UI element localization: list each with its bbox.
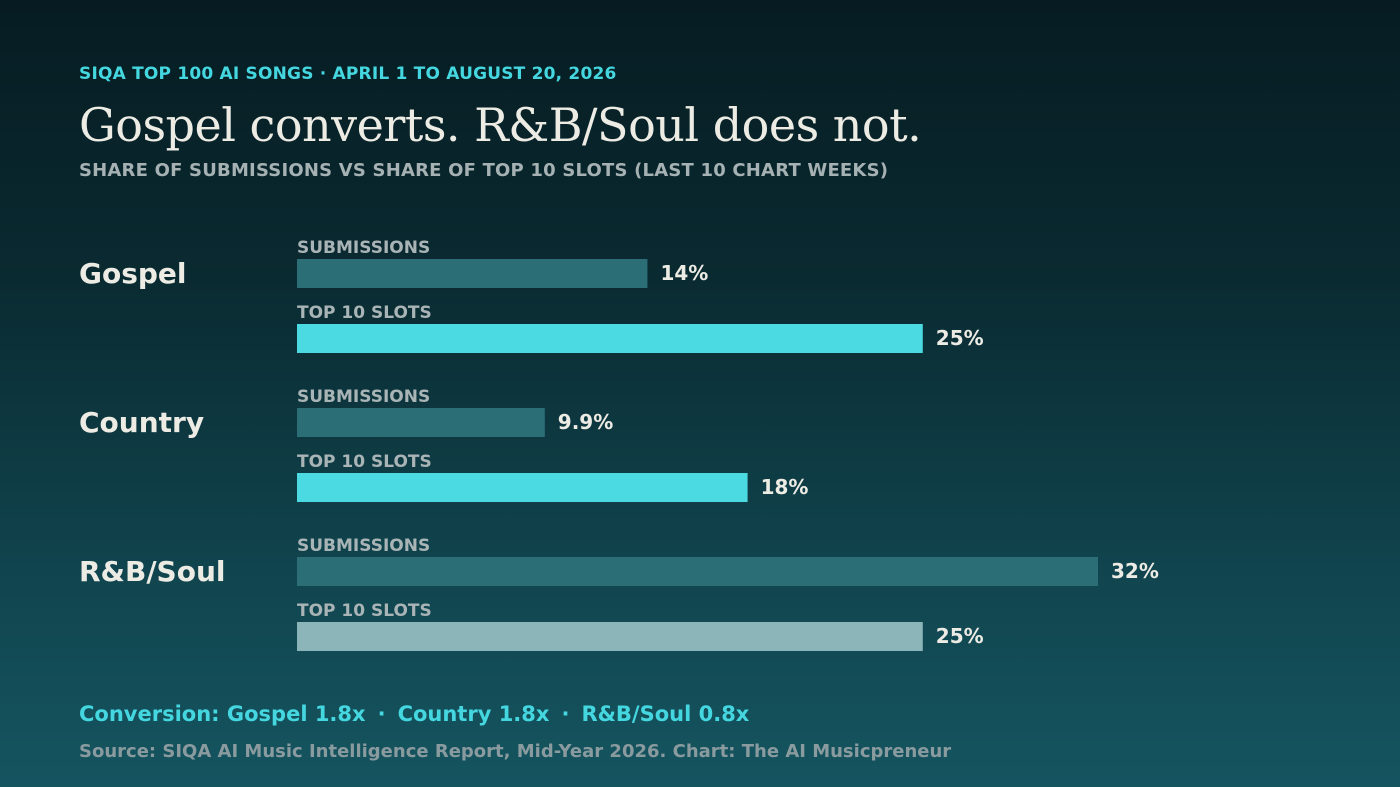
conversion-prefix: Conversion:	[79, 702, 220, 726]
series-label: TOP 10 SLOTS	[297, 303, 432, 323]
series-label: TOP 10 SLOTS	[297, 601, 432, 621]
bar	[297, 557, 1098, 586]
series-label: SUBMISSIONS	[297, 387, 430, 407]
series-label: TOP 10 SLOTS	[297, 452, 432, 472]
category-label: Country	[79, 406, 204, 439]
data-label: 14%	[660, 261, 708, 285]
bar	[297, 259, 648, 288]
separator-dot: ·	[561, 702, 570, 726]
bar	[297, 622, 923, 651]
data-label: 18%	[761, 475, 809, 499]
conversion-item: R&B/Soul 0.8x	[581, 702, 750, 726]
category-label: R&B/Soul	[79, 555, 225, 588]
bar	[297, 324, 923, 353]
data-label: 32%	[1111, 559, 1159, 583]
conversion-item: Country 1.8x	[397, 702, 550, 726]
source-note: Source: SIQA AI Music Intelligence Repor…	[79, 741, 952, 762]
conversion-summary: Conversion: Gospel 1.8x · Country 1.8x · R&B…	[79, 702, 749, 726]
eyebrow: SIQA TOP 100 AI SONGS · APRIL 1 TO AUGUS…	[79, 64, 617, 84]
chart-subtitle: SHARE OF SUBMISSIONS VS SHARE OF TOP 10 …	[79, 160, 889, 181]
conversion-item: Gospel 1.8x	[226, 702, 366, 726]
page-title: Gospel converts. R&B/Soul does not.	[79, 98, 922, 152]
series-label: SUBMISSIONS	[297, 238, 430, 258]
data-label: 9.9%	[558, 410, 613, 434]
bar	[297, 473, 748, 502]
data-label: 25%	[936, 326, 984, 350]
bar	[297, 408, 545, 437]
data-label: 25%	[936, 624, 984, 648]
series-label: SUBMISSIONS	[297, 536, 430, 556]
separator-dot: ·	[377, 702, 386, 726]
category-label: Gospel	[79, 257, 187, 290]
